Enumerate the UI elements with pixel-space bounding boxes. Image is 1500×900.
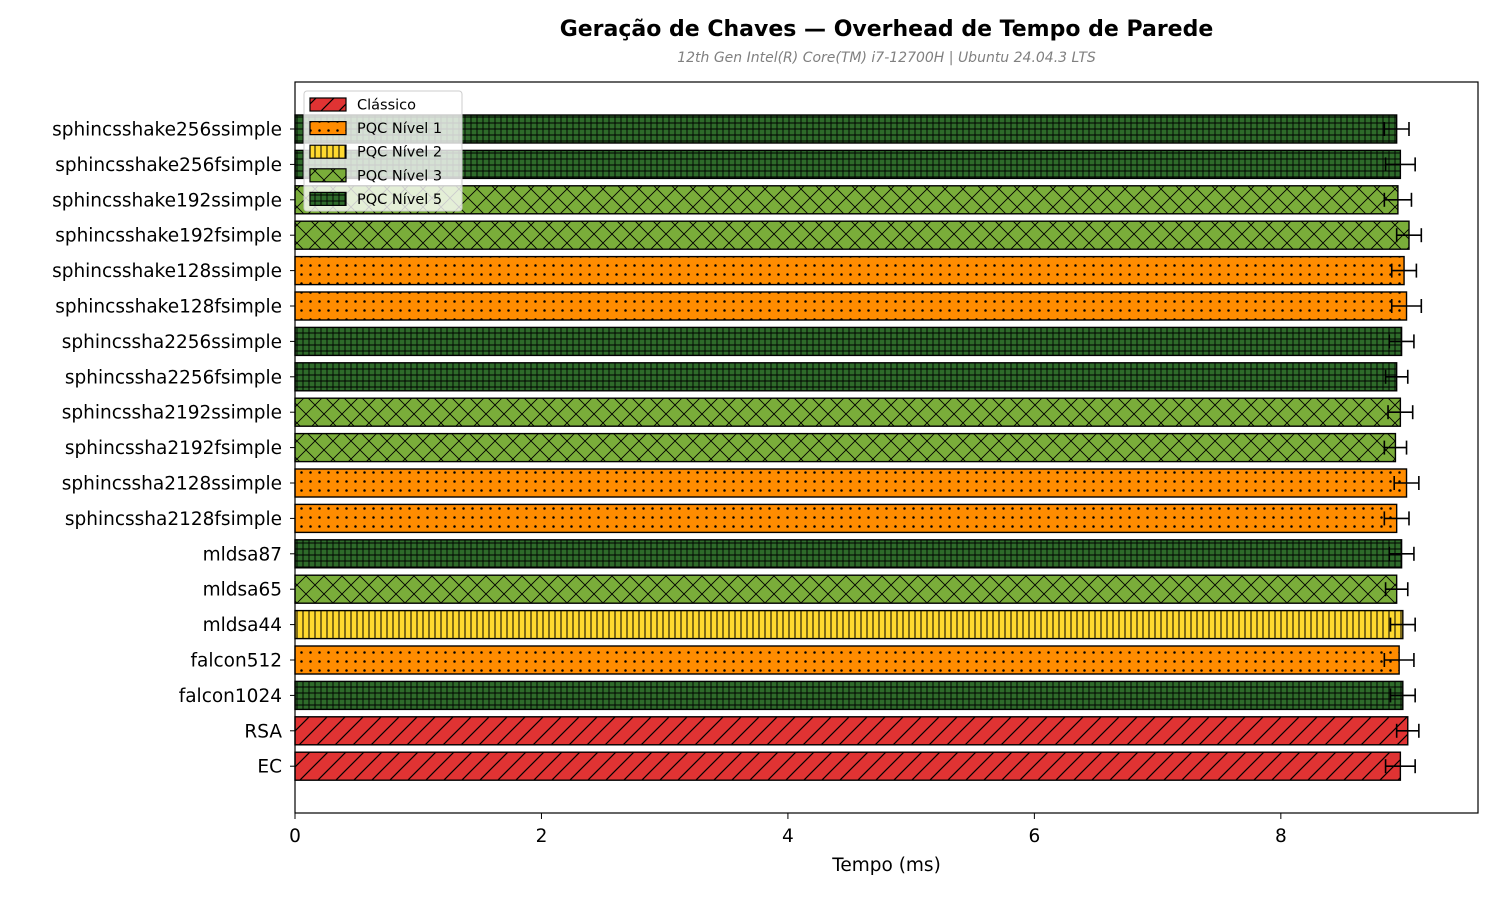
y-tick-label: RSA	[244, 721, 282, 742]
plot-frame	[294, 81, 1479, 814]
y-tick-label: falcon512	[190, 651, 282, 672]
y-tick-label: sphincsshake128ssimple	[52, 261, 282, 282]
x-tick-label: 6	[1028, 826, 1040, 847]
bar-hatch-sphincssha2128ssimple	[294, 468, 1408, 498]
x-axis-label: Tempo (ms)	[831, 855, 941, 876]
bar-hatch-rsa	[294, 716, 1409, 746]
y-tick-label: sphincsshake192ssimple	[52, 190, 282, 211]
legend-label: PQC Nível 1	[357, 121, 442, 137]
y-tick-label: sphincssha2192fsimple	[65, 438, 282, 459]
legend-label: PQC Nível 5	[357, 192, 442, 208]
bar-hatch-falcon512	[294, 645, 1400, 675]
bar-hatch-sphincssha2192ssimple	[294, 397, 1402, 427]
legend-label: Clássico	[357, 98, 416, 114]
y-tick-label: sphincssha2128fsimple	[65, 509, 282, 530]
bar-hatch-sphincsshake128ssimple	[294, 255, 1405, 286]
y-tick-label: sphincssha2128ssimple	[62, 474, 282, 495]
legend-swatch-hatch	[309, 191, 347, 206]
legend-swatch-hatch	[309, 168, 347, 183]
bar-hatch-sphincssha2192fsimple	[294, 432, 1397, 463]
legend-swatch-hatch	[309, 97, 347, 112]
legend-label: PQC Nível 3	[357, 168, 442, 184]
x-tick-label: 8	[1275, 826, 1287, 847]
y-tick-label: falcon1024	[179, 686, 282, 707]
y-tick-label: mldsa44	[203, 615, 282, 636]
x-tick-label: 2	[536, 826, 548, 847]
chart-title: Geração de Chaves — Overhead de Tempo de…	[559, 17, 1214, 42]
legend-swatch-hatch	[309, 120, 347, 136]
bar-hatch-sphincssha2128fsimple	[294, 503, 1398, 534]
legend-swatch-hatch	[309, 144, 347, 159]
chart-subtitle: 12th Gen Intel(R) Core(TM) i7-12700H | U…	[677, 50, 1096, 66]
y-tick-label: sphincssha2256fsimple	[65, 367, 282, 388]
bar-hatch-sphincsshake192fsimple	[294, 220, 1410, 250]
bar-hatch-falcon1024	[294, 680, 1404, 711]
y-tick-label: sphincsshake256ssimple	[52, 120, 282, 141]
y-tick-label: sphincsshake256fsimple	[55, 155, 282, 176]
y-tick-label: sphincssha2256ssimple	[62, 332, 282, 353]
y-tick-label: EC	[257, 757, 282, 778]
bar-hatch-sphincsshake128fsimple	[294, 291, 1408, 321]
bar-hatch-mldsa87	[294, 539, 1403, 569]
legend-label: PQC Nível 2	[357, 145, 442, 161]
bar-hatch-sphincssha2256ssimple	[294, 326, 1403, 357]
y-tick-label: mldsa87	[203, 544, 282, 565]
bar-hatch-sphincssha2256fsimple	[294, 362, 1398, 392]
x-tick-label: 0	[289, 826, 301, 847]
y-tick-label: mldsa65	[203, 580, 282, 601]
y-tick-label: sphincsshake192fsimple	[55, 226, 282, 247]
bar-hatch-sphincsshake192ssimple	[294, 185, 1399, 215]
y-tick-label: sphincssha2192ssimple	[62, 403, 282, 424]
y-tick-label: sphincsshake128fsimple	[55, 297, 282, 318]
x-tick-label: 4	[782, 826, 794, 847]
bar-hatch-mldsa44	[294, 609, 1404, 640]
bar-hatch-ec	[294, 751, 1402, 781]
bar-hatch-mldsa65	[294, 574, 1398, 604]
